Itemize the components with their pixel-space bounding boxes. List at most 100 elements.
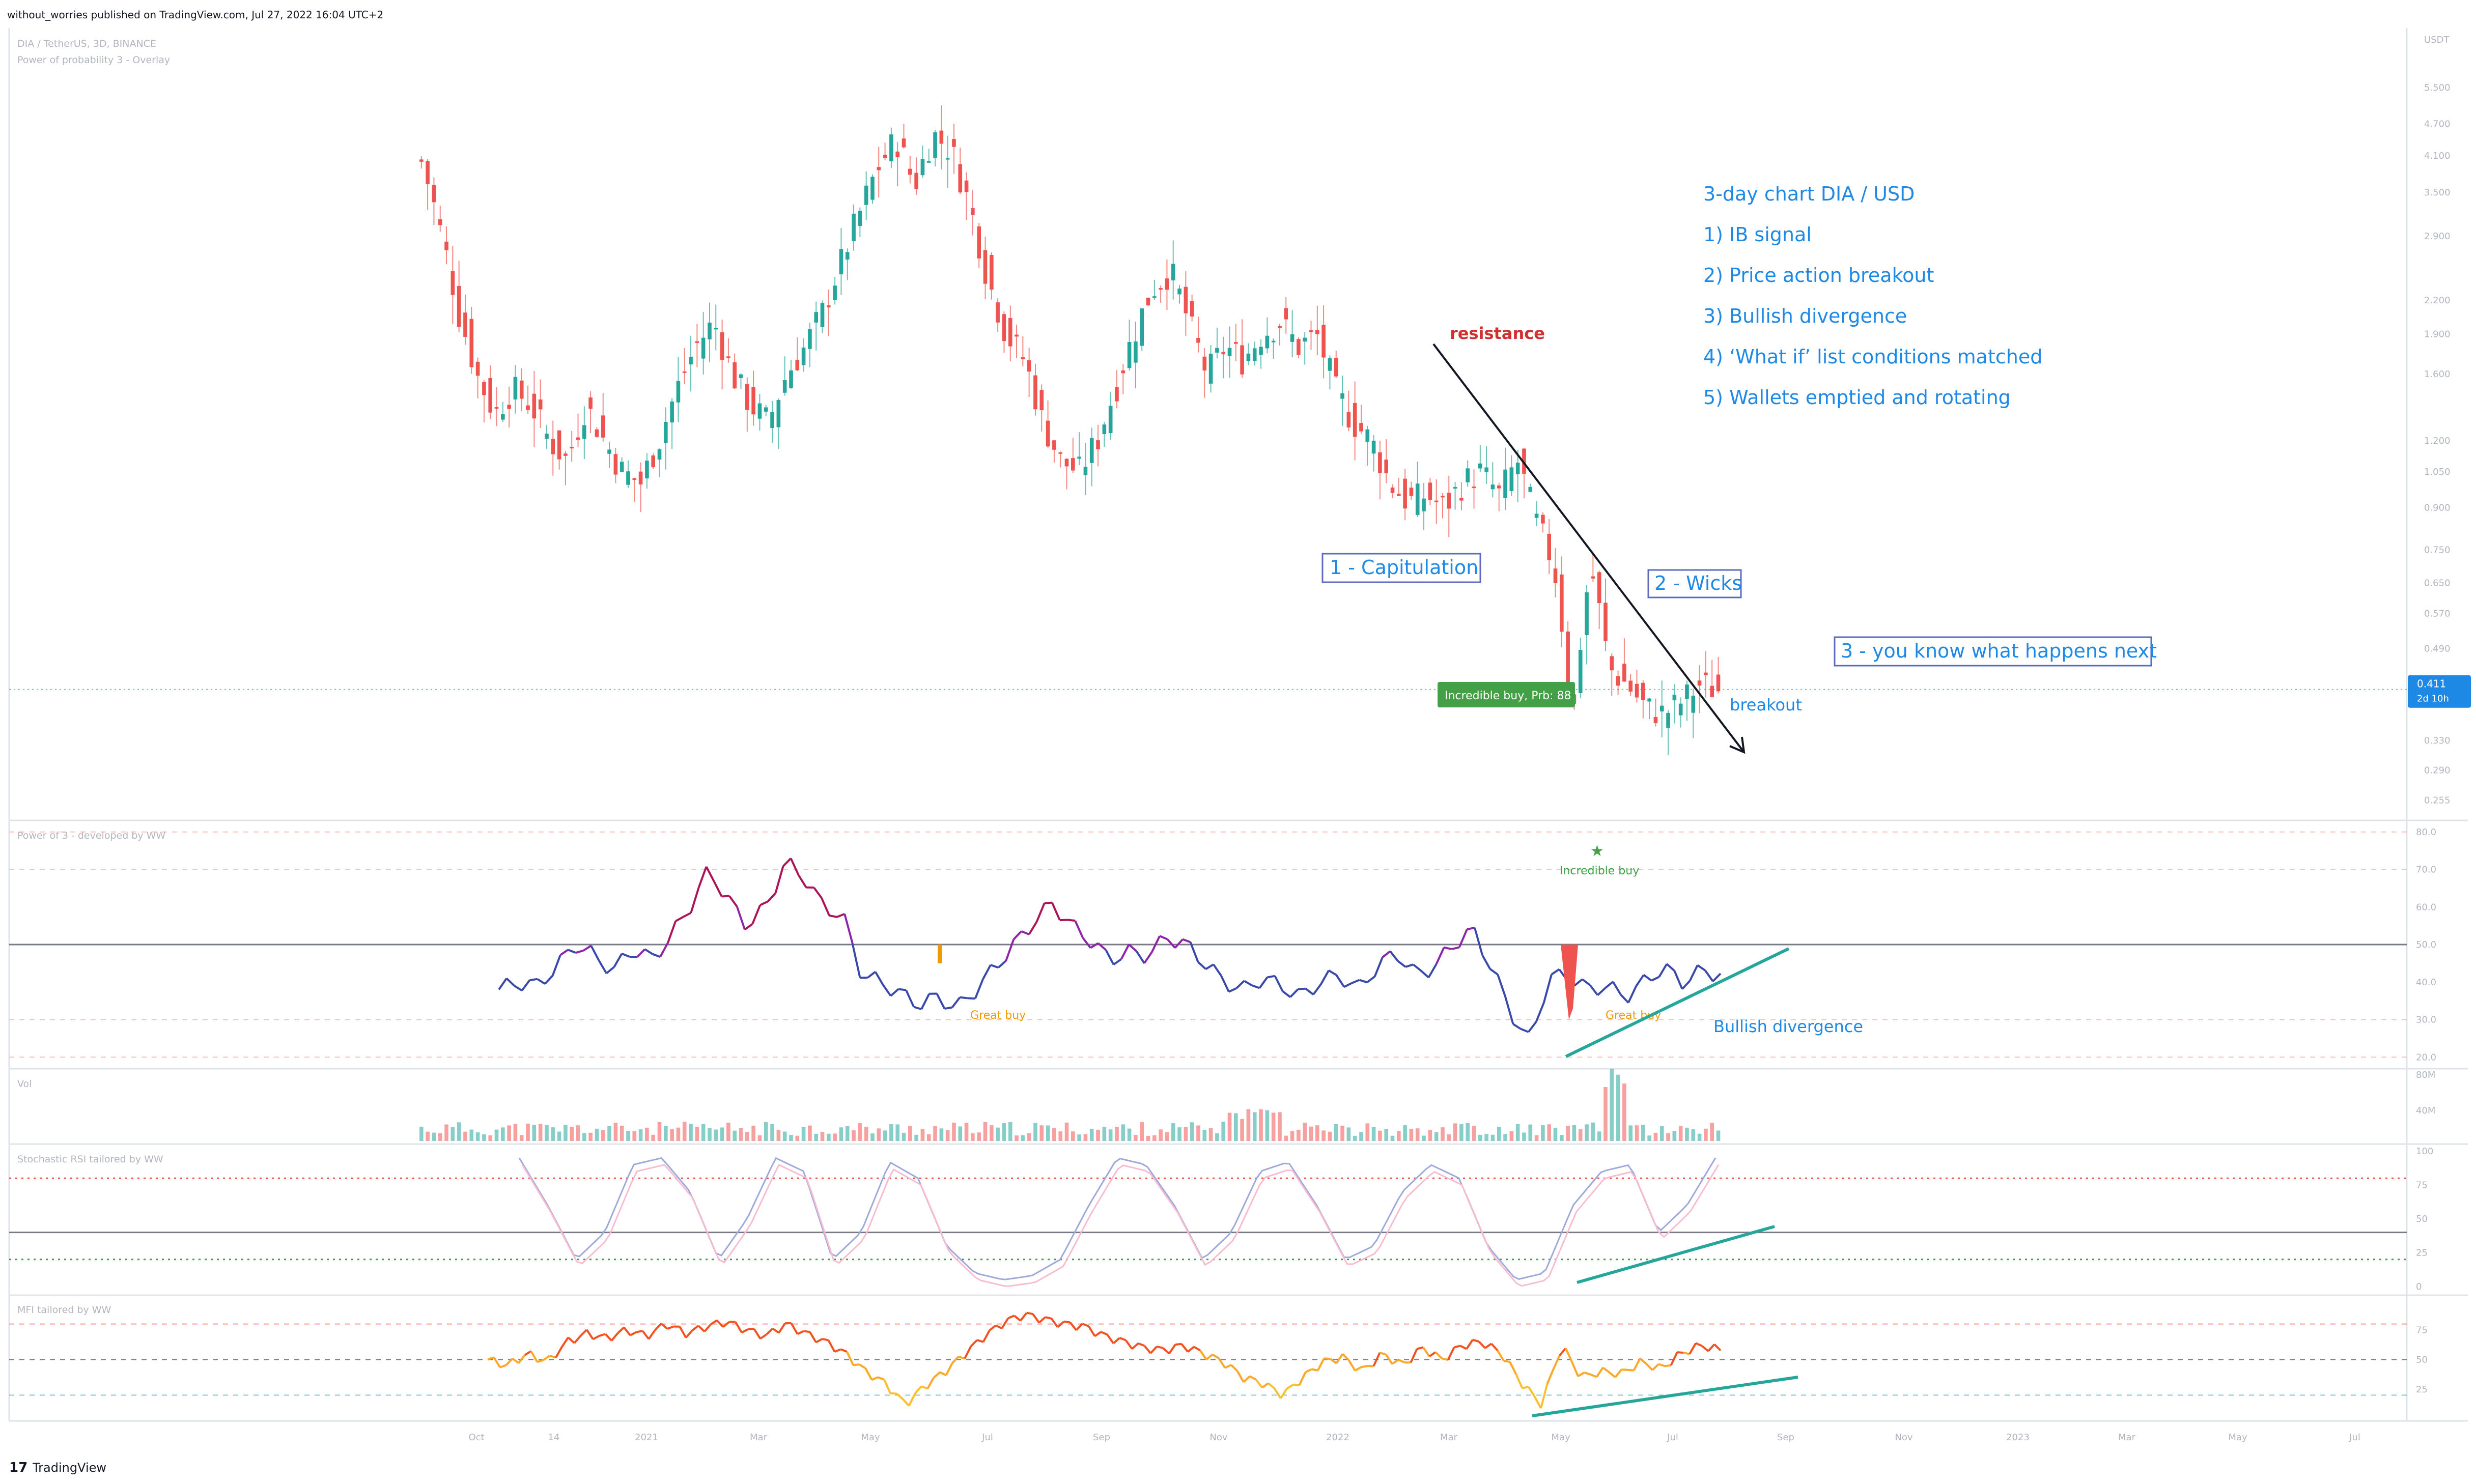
osc-segment	[1005, 939, 1015, 961]
candle-body	[1058, 452, 1063, 454]
price-tick-label: 4.700	[2424, 119, 2451, 130]
mfi-segment	[1112, 1337, 1120, 1345]
tradingview-logo: 17 TradingView	[9, 1460, 106, 1475]
mfi-pane[interactable]: MFI tailored by WW 75 50 25	[9, 1304, 2428, 1417]
osc-segment	[590, 945, 600, 961]
volume-bar	[883, 1130, 887, 1141]
osc-segment	[1373, 957, 1384, 977]
time-tick-label: Nov	[1209, 1432, 1227, 1443]
time-tick-label: May	[1551, 1432, 1570, 1443]
volume-pane[interactable]: Vol 80M 40M	[17, 1069, 2435, 1141]
volume-bar	[588, 1132, 593, 1141]
candle-body	[1039, 390, 1044, 411]
time-tick-label: 2021	[635, 1432, 658, 1443]
candle-body	[670, 401, 674, 423]
candle-body	[1265, 335, 1270, 349]
volume-bar	[733, 1130, 737, 1141]
note-title: 3-day chart DIA / USD	[1703, 183, 1915, 205]
time-axis[interactable]: Oct 14 2021 Mar May Jul Sep Nov 2022 Mar May Jul Sep…	[468, 1432, 2360, 1443]
volume-bar	[1371, 1127, 1376, 1141]
osc-segment	[1282, 990, 1291, 998]
candle-body	[1309, 330, 1313, 332]
mfi-segment	[1484, 1343, 1492, 1349]
mfi-segment	[878, 1376, 885, 1381]
stoch-divergence-line	[1577, 1225, 1775, 1284]
volume-bar	[664, 1126, 668, 1141]
volume-bar	[1246, 1109, 1251, 1141]
candle-body	[1666, 712, 1670, 728]
volume-bar	[1390, 1135, 1395, 1141]
osc-segment	[1220, 975, 1230, 992]
osc-segment	[1028, 921, 1038, 935]
candle-body	[1622, 664, 1626, 682]
mfi-segment	[1478, 1340, 1486, 1349]
mfi-segment	[1218, 1357, 1226, 1368]
volume-bar	[620, 1125, 624, 1141]
osc-segment	[582, 945, 592, 952]
mfi-segment	[1441, 1357, 1448, 1361]
volume-bar	[532, 1125, 537, 1141]
incredible-buy-label: Incredible buy	[1560, 865, 1639, 877]
candle-body	[1353, 403, 1357, 437]
power-of-3-pane[interactable]: Power of 3 - developed by WW 80.0 70.0 60.…	[9, 827, 2436, 1063]
candle-body	[1478, 463, 1482, 469]
candle-body	[1221, 352, 1226, 355]
candle-body	[889, 134, 893, 162]
osc-segment	[690, 887, 700, 914]
mfi-segment	[561, 1336, 569, 1348]
candle-body	[1434, 500, 1439, 502]
candle-body	[720, 332, 724, 360]
osc-segment	[1320, 969, 1330, 985]
price-pane[interactable]: USDT 5.500 4.700 4.100 3.500 2.900 2.200 1.900…	[9, 35, 2471, 806]
overlay-line: Power of probability 3 - Overlay	[17, 54, 170, 66]
volume-bar	[426, 1131, 430, 1141]
stoch-rsi-pane[interactable]: Stochastic RSI tailored by WW 100 75 50 25 0	[9, 1146, 2433, 1292]
osc-segment	[636, 948, 646, 958]
price-tick-label: 0.900	[2424, 502, 2451, 513]
volume-bar	[1365, 1123, 1370, 1141]
mfi-segment	[1559, 1347, 1567, 1356]
osc-segment	[705, 866, 715, 882]
volume-bar	[1346, 1127, 1351, 1141]
volume-bar	[519, 1135, 524, 1141]
mfi-segment	[970, 1339, 978, 1347]
volume-bar	[1578, 1129, 1583, 1141]
volume-bar	[1177, 1127, 1181, 1141]
candle-body	[945, 158, 950, 160]
candle-body	[870, 177, 875, 200]
mfi-segment	[573, 1335, 582, 1344]
mfi-segment	[1639, 1357, 1647, 1365]
mfi-segment	[1286, 1384, 1294, 1390]
volume-bar	[494, 1129, 499, 1141]
candle-body	[1365, 429, 1370, 442]
volume-bar	[1271, 1112, 1276, 1141]
mfi-segment	[883, 1379, 891, 1394]
volume-bar	[1409, 1129, 1414, 1141]
mfi-segment	[537, 1359, 544, 1363]
osc-segment	[1504, 996, 1514, 1024]
volume-bar	[933, 1126, 937, 1141]
volume-bar	[1284, 1135, 1288, 1141]
volume-bar	[1202, 1130, 1207, 1141]
mfi-segment	[1472, 1338, 1479, 1343]
symbol-line: DIA / TetherUS, 3D, BINANCE	[17, 38, 156, 49]
mfi-segment	[1057, 1321, 1065, 1328]
time-tick-label: Mar	[2118, 1432, 2136, 1443]
volume-bar	[945, 1130, 950, 1141]
candle-body	[1202, 356, 1207, 371]
volume-bar	[1015, 1135, 1019, 1141]
volume-bar	[1083, 1134, 1088, 1141]
osc-segment	[613, 953, 623, 968]
osc-segment	[1128, 944, 1138, 952]
mfi-segment	[895, 1392, 904, 1400]
candle-body	[676, 381, 681, 403]
volume-bar	[1127, 1128, 1132, 1141]
mfi-segment	[1354, 1366, 1362, 1372]
candle-body	[1033, 375, 1037, 410]
volume-bar	[1397, 1131, 1401, 1141]
candle-body	[1102, 424, 1107, 434]
mfi-segment	[766, 1328, 774, 1335]
vol-title: Vol	[17, 1078, 32, 1090]
